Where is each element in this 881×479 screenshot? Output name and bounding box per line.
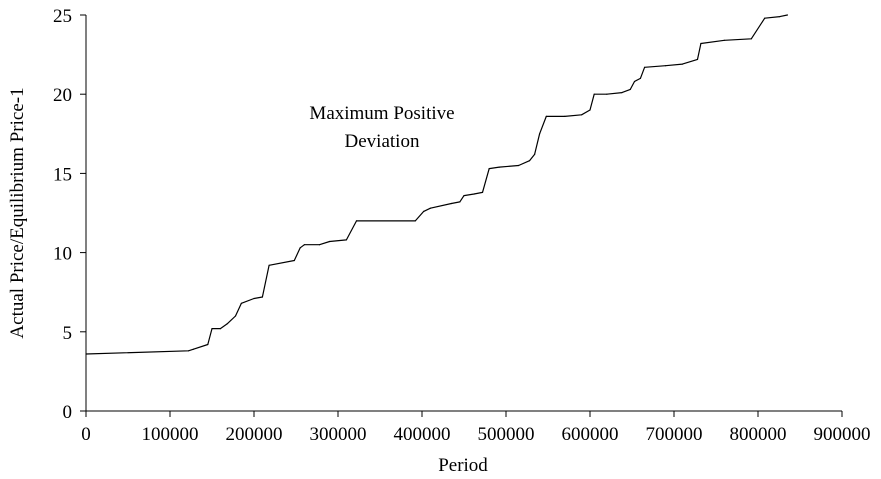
data-point <box>545 115 547 117</box>
data-point <box>629 88 631 90</box>
data-point <box>459 201 461 203</box>
x-tick-label: 900000 <box>814 424 871 445</box>
data-point <box>187 350 190 352</box>
data-point <box>764 17 766 19</box>
data-point <box>786 14 789 16</box>
axes <box>85 15 842 412</box>
data-point <box>268 264 270 266</box>
data-point <box>423 210 425 212</box>
data-point <box>192 348 195 350</box>
data-point <box>665 65 667 67</box>
data-point <box>723 39 726 41</box>
y-tick-label: 5 <box>63 323 73 344</box>
data-point <box>253 297 255 300</box>
data-point <box>488 168 490 170</box>
data-point <box>429 207 431 209</box>
data-point <box>207 343 209 346</box>
data-point <box>681 63 684 65</box>
data-point <box>226 323 228 325</box>
data-point <box>581 114 583 116</box>
x-tick-label: 700000 <box>646 424 703 445</box>
data-point <box>593 93 595 95</box>
x-tick-label: 200000 <box>226 424 283 445</box>
y-tick-label: 0 <box>63 402 73 423</box>
data-point <box>481 191 484 193</box>
data-point <box>644 66 646 68</box>
data-point <box>303 244 305 246</box>
data-point <box>779 16 781 18</box>
data-point <box>518 164 520 167</box>
y-tick-label: 25 <box>53 6 72 27</box>
x-tick-label: 400000 <box>394 424 451 445</box>
data-point <box>345 239 347 241</box>
data-point <box>589 109 591 111</box>
x-tick-label: 0 <box>81 424 91 445</box>
data-point <box>564 115 566 117</box>
x-axis-ticks: 0 100000 200000 300000 400000 500000 600000 700… <box>81 411 871 445</box>
data-point <box>463 195 465 197</box>
y-tick-label: 10 <box>53 244 72 265</box>
annotation-line-2: Deviation <box>345 131 420 152</box>
data-point <box>534 153 536 155</box>
series-line <box>85 14 788 355</box>
data-point <box>261 296 263 298</box>
y-tick-label: 20 <box>53 85 72 106</box>
data-point <box>234 315 237 317</box>
x-tick-label: 100000 <box>142 424 199 445</box>
data-point <box>211 328 213 330</box>
data-point <box>700 42 702 45</box>
data-point <box>450 202 452 205</box>
data-point <box>696 58 699 61</box>
data-point <box>318 244 321 246</box>
data-point <box>606 93 608 95</box>
data-point <box>473 193 475 195</box>
data-point <box>240 302 242 304</box>
data-point <box>639 77 642 79</box>
annotation-line-1: Maximum Positive <box>309 103 454 124</box>
y-tick-label: 15 <box>53 164 72 185</box>
x-tick-label: 300000 <box>310 424 367 445</box>
data-point <box>299 247 301 249</box>
data-point <box>498 166 500 168</box>
data-point <box>539 133 541 135</box>
x-tick-label: 500000 <box>478 424 535 445</box>
data-point <box>85 353 87 355</box>
data-point <box>219 328 221 330</box>
data-point <box>750 38 752 40</box>
x-axis-title: Period <box>438 455 488 476</box>
data-point <box>621 92 623 94</box>
y-axis-ticks: 0 5 10 15 20 25 <box>53 6 86 423</box>
data-point <box>633 80 636 83</box>
data-point <box>414 220 416 222</box>
data-point <box>355 220 358 222</box>
series-layer <box>85 14 789 355</box>
y-axis-title: Actual Price/Equilibrium Price-1 <box>7 87 28 338</box>
x-tick-label: 600000 <box>562 424 619 445</box>
data-point <box>293 259 295 262</box>
x-tick-label: 800000 <box>730 424 787 445</box>
data-point <box>329 240 331 243</box>
data-point <box>528 160 531 162</box>
